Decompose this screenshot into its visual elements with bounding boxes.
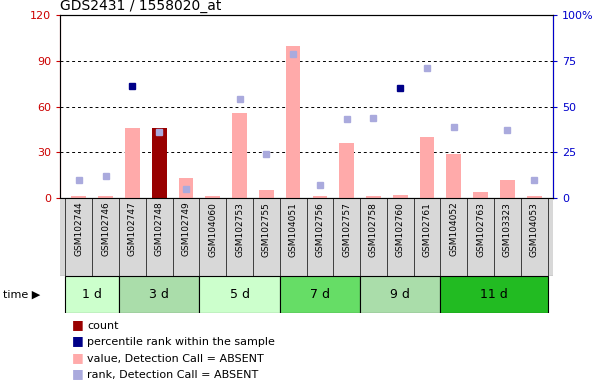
- Bar: [99, 196, 113, 198]
- Bar: [441, 276, 548, 313]
- Text: GSM104051: GSM104051: [288, 202, 297, 257]
- Text: percentile rank within the sample: percentile rank within the sample: [87, 337, 275, 347]
- Text: GSM104060: GSM104060: [209, 202, 218, 257]
- Bar: [279, 276, 360, 313]
- Text: GSM102749: GSM102749: [182, 202, 191, 257]
- Bar: [419, 137, 435, 198]
- Text: GSM102757: GSM102757: [342, 202, 351, 257]
- Text: GSM102747: GSM102747: [128, 202, 137, 257]
- Text: GDS2431 / 1558020_at: GDS2431 / 1558020_at: [60, 0, 222, 13]
- Bar: [72, 196, 86, 198]
- Text: GSM102748: GSM102748: [154, 202, 163, 257]
- Text: 3 d: 3 d: [149, 288, 169, 301]
- Bar: [125, 128, 140, 198]
- Bar: [340, 143, 354, 198]
- Text: GSM102755: GSM102755: [262, 202, 271, 257]
- Bar: [500, 180, 514, 198]
- Text: GSM102744: GSM102744: [75, 202, 84, 257]
- Bar: [313, 196, 328, 198]
- Text: GSM102763: GSM102763: [476, 202, 485, 257]
- Bar: [200, 276, 279, 313]
- Bar: [259, 190, 273, 198]
- Bar: [232, 113, 247, 198]
- Bar: [393, 195, 407, 198]
- Bar: [152, 128, 166, 198]
- Bar: [473, 192, 488, 198]
- Bar: [178, 178, 194, 198]
- Bar: [66, 276, 119, 313]
- Text: ■: ■: [72, 351, 84, 364]
- Bar: [527, 196, 542, 198]
- Text: 11 d: 11 d: [480, 288, 508, 301]
- Text: count: count: [87, 321, 118, 331]
- Text: GSM102753: GSM102753: [235, 202, 244, 257]
- Text: value, Detection Call = ABSENT: value, Detection Call = ABSENT: [87, 354, 264, 364]
- Text: ■: ■: [72, 334, 84, 347]
- Text: 1 d: 1 d: [82, 288, 102, 301]
- Bar: [360, 276, 441, 313]
- Text: GSM102761: GSM102761: [423, 202, 432, 257]
- Text: GSM102746: GSM102746: [101, 202, 110, 257]
- Text: 9 d: 9 d: [390, 288, 410, 301]
- Bar: [119, 276, 200, 313]
- Text: 7 d: 7 d: [310, 288, 330, 301]
- Text: GSM102756: GSM102756: [316, 202, 325, 257]
- Text: 5 d: 5 d: [230, 288, 249, 301]
- Text: GSM102758: GSM102758: [369, 202, 378, 257]
- Bar: [366, 196, 381, 198]
- Text: GSM104053: GSM104053: [529, 202, 538, 257]
- Bar: [447, 154, 461, 198]
- Text: GSM102760: GSM102760: [395, 202, 404, 257]
- Text: rank, Detection Call = ABSENT: rank, Detection Call = ABSENT: [87, 370, 258, 380]
- Text: GSM104052: GSM104052: [450, 202, 459, 257]
- Bar: [206, 196, 220, 198]
- Text: time ▶: time ▶: [3, 290, 40, 300]
- Bar: [285, 46, 300, 198]
- Text: GSM103323: GSM103323: [503, 202, 512, 257]
- Text: ■: ■: [72, 367, 84, 380]
- Text: ■: ■: [72, 318, 84, 331]
